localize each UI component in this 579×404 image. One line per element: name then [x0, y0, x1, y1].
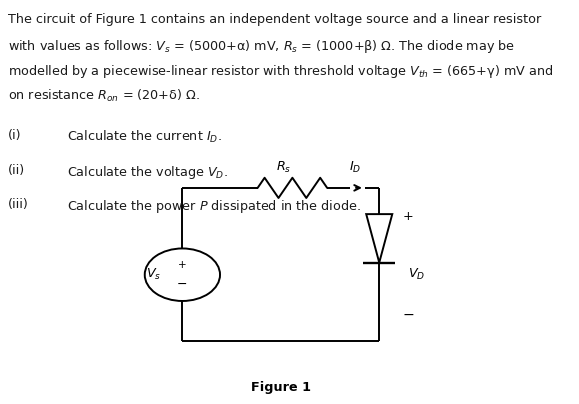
Text: on resistance $R_{on}$ = (20+δ) Ω.: on resistance $R_{on}$ = (20+δ) Ω.: [8, 88, 200, 104]
Text: −: −: [177, 278, 188, 291]
Text: Figure 1: Figure 1: [251, 381, 311, 394]
Text: $R_s$: $R_s$: [276, 160, 291, 175]
Text: (i): (i): [8, 129, 21, 142]
Text: +: +: [403, 210, 413, 223]
Text: (ii): (ii): [8, 164, 25, 177]
Text: Calculate the power $P$ dissipated in the diode.: Calculate the power $P$ dissipated in th…: [67, 198, 361, 215]
Text: +: +: [178, 260, 186, 270]
Text: modelled by a piecewise-linear resistor with threshold voltage $V_{th}$ = (665+γ: modelled by a piecewise-linear resistor …: [8, 63, 554, 80]
Text: $V_D$: $V_D$: [408, 267, 426, 282]
Text: Calculate the voltage $V_D$.: Calculate the voltage $V_D$.: [67, 164, 228, 181]
Text: with values as follows: $V_s$ = (5000+α) mV, $R_s$ = (1000+β) Ω. The diode may b: with values as follows: $V_s$ = (5000+α)…: [8, 38, 515, 55]
Text: −: −: [402, 308, 414, 322]
Text: $I_D$: $I_D$: [349, 160, 361, 175]
Text: (iii): (iii): [8, 198, 29, 211]
Text: $V_s$: $V_s$: [146, 267, 161, 282]
Text: The circuit of Figure 1 contains an independent voltage source and a linear resi: The circuit of Figure 1 contains an inde…: [8, 13, 541, 26]
Text: Calculate the current $I_D$.: Calculate the current $I_D$.: [67, 129, 221, 145]
